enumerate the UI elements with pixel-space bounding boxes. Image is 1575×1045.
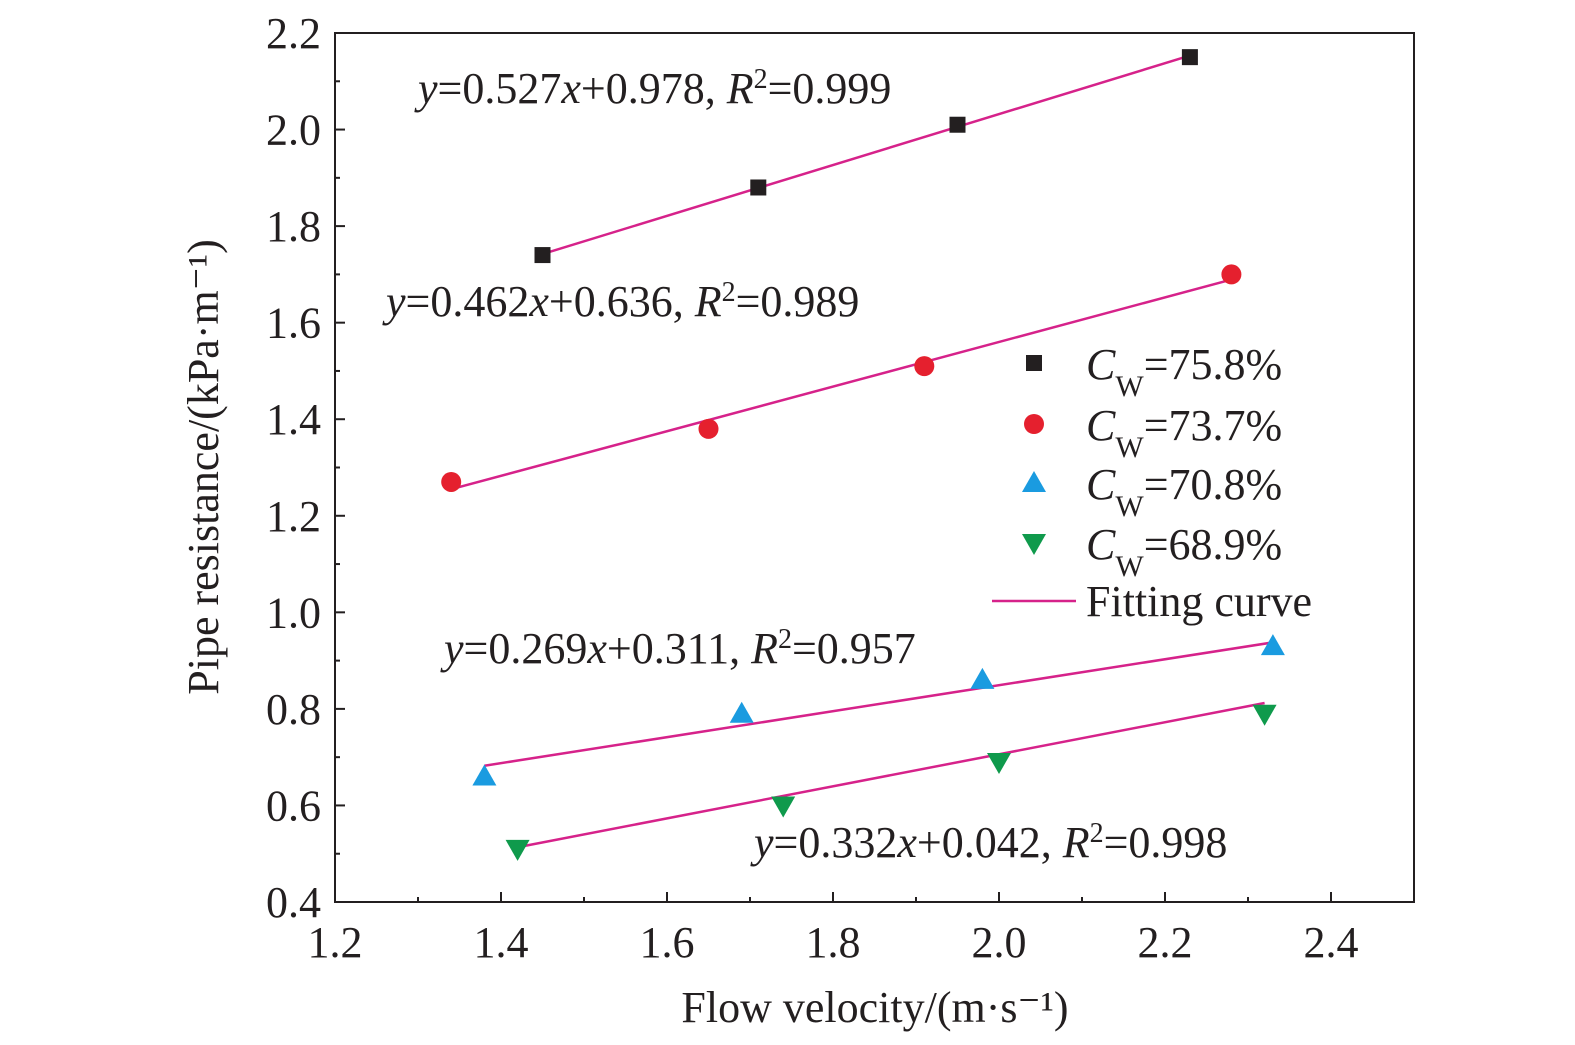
data-point <box>505 839 530 861</box>
x-tick-label: 2.4 <box>1304 918 1359 967</box>
legend-label: CW=73.7% <box>1086 401 1282 464</box>
fit-equation-label: y=0.462x+0.636, R2=0.989 <box>382 277 859 327</box>
fit-equation-label: y=0.527x+0.978, R2=0.999 <box>414 64 891 114</box>
y-tick-label: 1.8 <box>266 202 321 251</box>
legend-marker <box>1026 355 1042 371</box>
legend: CW=75.8%CW=73.7%CW=70.8%CW=68.9%Fitting … <box>992 340 1312 626</box>
legend-label: CW=68.9% <box>1086 520 1282 583</box>
data-point <box>1252 704 1277 726</box>
data-point <box>970 667 995 689</box>
data-point <box>534 247 551 264</box>
legend-marker <box>1022 471 1046 492</box>
data-point <box>1260 634 1285 656</box>
data-point <box>729 701 754 723</box>
x-axis: 1.2 1.4 1.6 1.8 2.0 2.2 2.4 <box>308 892 1359 967</box>
y-tick-label: 0.4 <box>266 878 321 927</box>
data-point <box>750 179 767 196</box>
data-point <box>698 418 719 439</box>
y-axis-title: Pipe resistance/(kPa·m⁻¹) <box>179 239 228 695</box>
fit-equation-label: y=0.332x+0.042, R2=0.998 <box>750 818 1227 868</box>
fit-line <box>542 54 1191 256</box>
y-tick-label: 1.6 <box>266 299 321 348</box>
fit-line <box>484 641 1274 767</box>
data-point <box>472 764 497 786</box>
data-point <box>1181 49 1198 66</box>
x-tick-label: 1.6 <box>640 918 695 967</box>
y-tick-label: 2.2 <box>266 9 321 58</box>
y-tick-label: 2.0 <box>266 106 321 155</box>
legend-label: CW=70.8% <box>1086 460 1282 523</box>
data-point <box>949 116 966 133</box>
x-tick-label: 2.0 <box>972 918 1027 967</box>
y-tick-label: 0.8 <box>266 685 321 734</box>
y-axis: 0.4 0.6 0.8 1.0 1.2 1.4 1.6 1.8 2.0 2.2 <box>266 9 345 927</box>
y-tick-label: 1.4 <box>266 395 321 444</box>
data-point <box>771 796 796 818</box>
y-tick-label: 1.2 <box>266 492 321 541</box>
fit-equation-label: y=0.269x+0.311, R2=0.957 <box>440 624 916 674</box>
legend-label: CW=75.8% <box>1086 340 1282 403</box>
data-point <box>441 471 462 492</box>
fit-line <box>450 278 1232 491</box>
fit-lines <box>450 54 1274 849</box>
legend-fit-label: Fitting curve <box>1086 577 1312 626</box>
fit-line <box>517 701 1265 849</box>
data-point <box>1221 264 1242 285</box>
y-tick-label: 0.6 <box>266 781 321 830</box>
legend-marker <box>1022 534 1046 555</box>
data-markers <box>441 49 1285 861</box>
x-tick-label: 2.2 <box>1138 918 1193 967</box>
x-axis-title: Flow velocity/(m·s⁻¹) <box>681 983 1068 1032</box>
x-tick-label: 1.8 <box>806 918 861 967</box>
fit-equations: y=0.527x+0.978, R2=0.999 y=0.462x+0.636, … <box>382 64 1227 868</box>
data-point <box>914 356 935 377</box>
legend-marker <box>1024 414 1044 434</box>
x-tick-label: 1.4 <box>474 918 529 967</box>
data-point <box>987 752 1011 774</box>
y-tick-label: 1.0 <box>266 588 321 637</box>
x-tick-label: 1.2 <box>308 918 363 967</box>
